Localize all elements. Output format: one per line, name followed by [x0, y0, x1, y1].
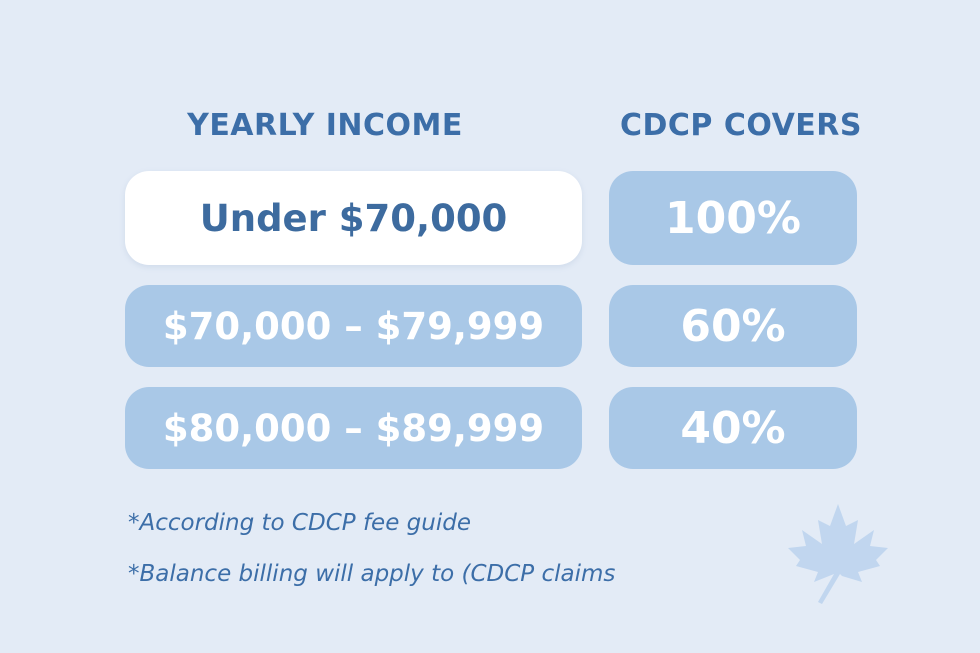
income-row-2: $70,000 – $79,999 — [125, 285, 582, 367]
income-row-1: Under $70,000 — [125, 171, 582, 265]
footnote-balance-billing: *Balance billing will apply to (CDCP cla… — [128, 561, 616, 587]
footnote-fee-guide: *According to CDCP fee guide — [128, 510, 471, 536]
coverage-header: CDCP COVERS — [620, 108, 862, 143]
income-header: YEARLY INCOME — [187, 108, 463, 143]
coverage-row-2: 60% — [609, 285, 857, 367]
coverage-row-3: 40% — [609, 387, 857, 469]
income-row-3: $80,000 – $89,999 — [125, 387, 582, 469]
maple-leaf-icon — [788, 504, 888, 604]
coverage-row-1: 100% — [609, 171, 857, 265]
